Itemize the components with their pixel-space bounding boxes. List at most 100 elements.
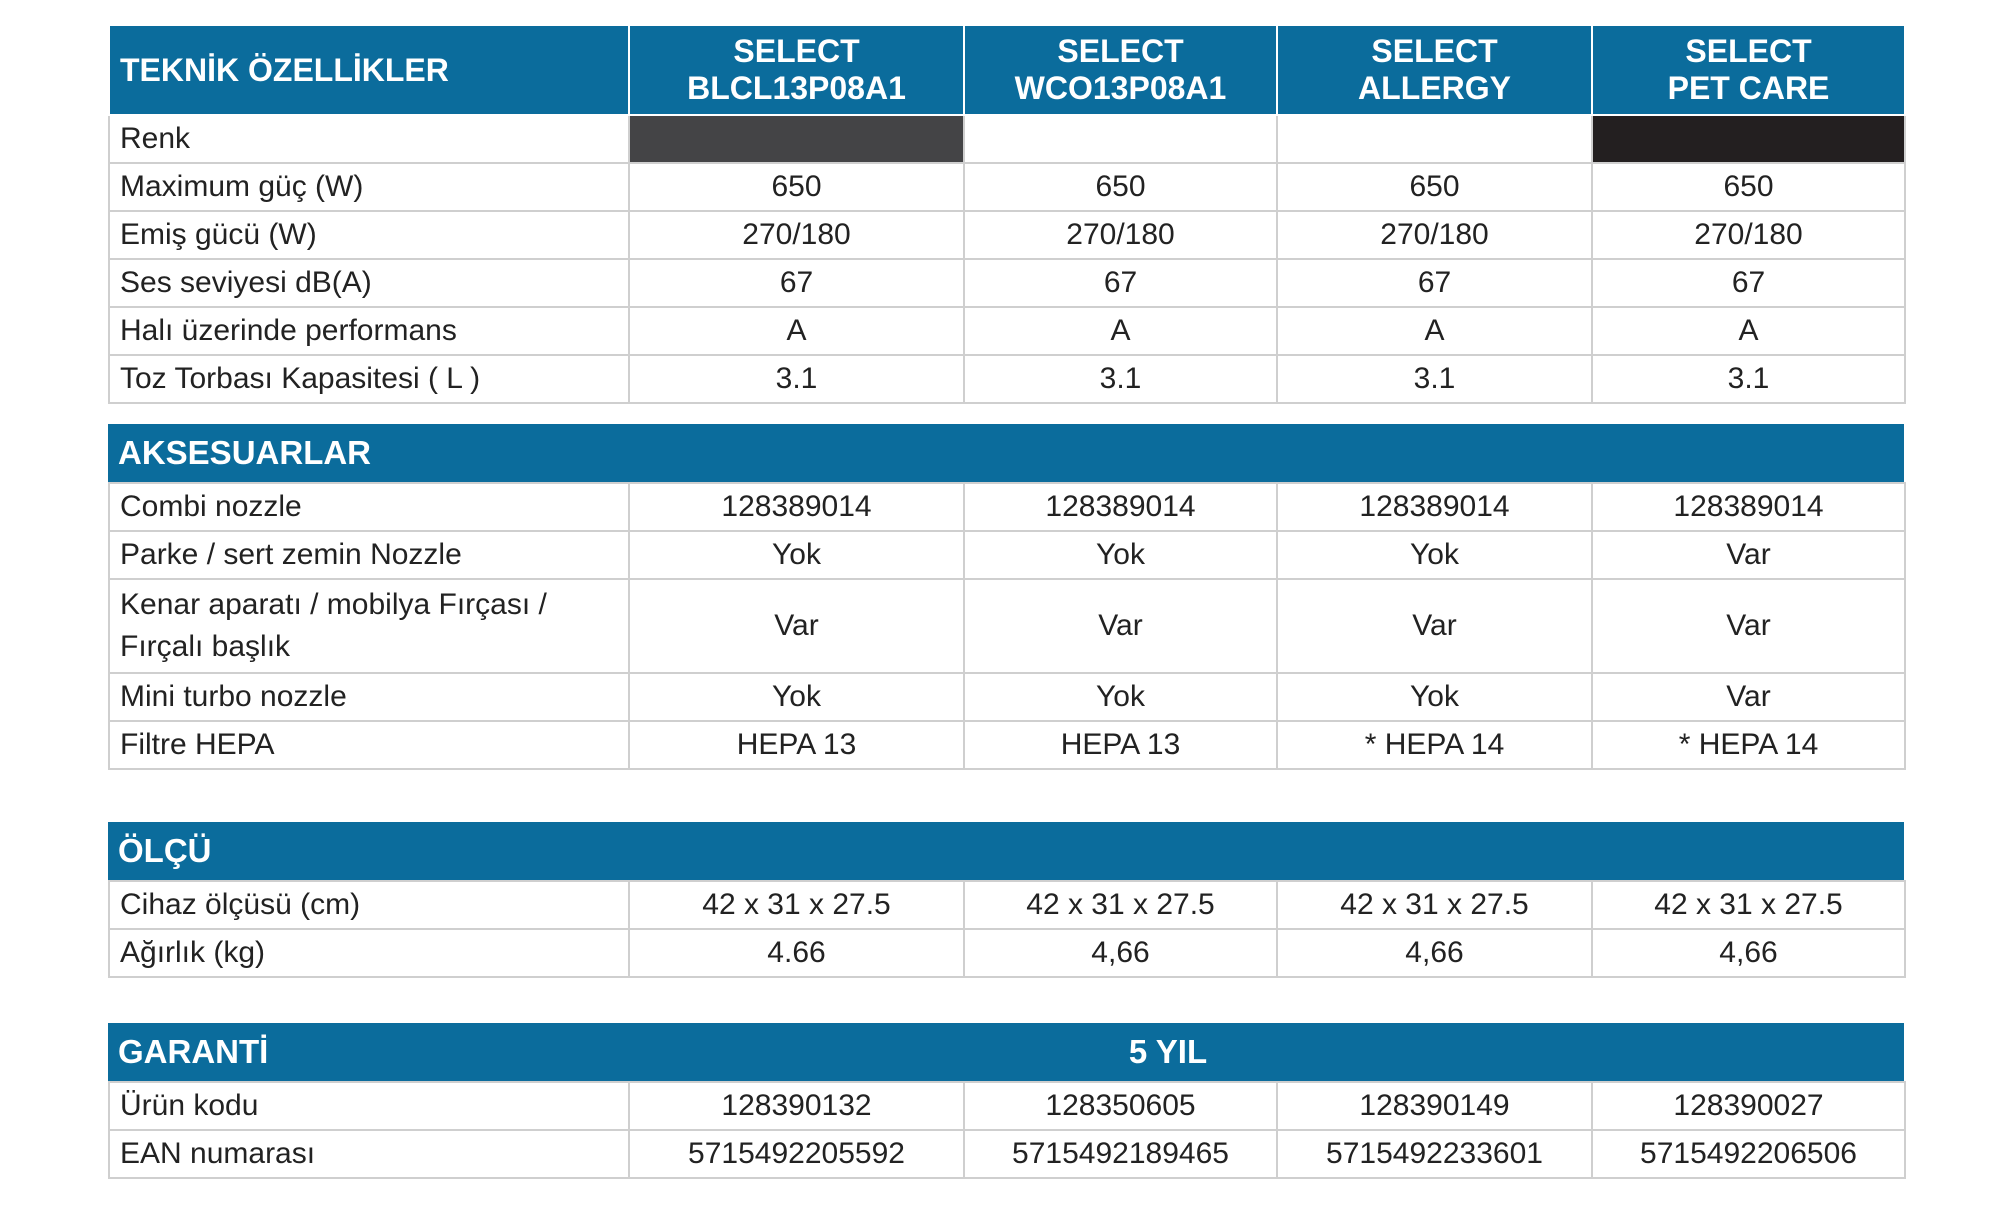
warranty-table: Ürün kodu 128390132 128350605 128390149 …: [108, 1081, 1906, 1179]
row-label: Filtre HEPA: [108, 720, 630, 770]
cell: Var: [1591, 530, 1906, 580]
cell: 128389014: [1591, 482, 1906, 532]
cell: 650: [1276, 162, 1593, 212]
row-label: Combi nozzle: [108, 482, 630, 532]
accessories-title: AKSESUARLAR: [108, 424, 1904, 482]
row-label: Halı üzerinde performans: [108, 306, 630, 356]
cell: 42 x 31 x 27.5: [1276, 880, 1593, 930]
cell: 650: [628, 162, 965, 212]
cell: 270/180: [1276, 210, 1593, 260]
row-label: Ağırlık (kg): [108, 928, 630, 978]
size-table: Cihaz ölçüsü (cm) 42 x 31 x 27.5 42 x 31…: [108, 880, 1906, 978]
accessories-table: Combi nozzle 128389014 128389014 1283890…: [108, 482, 1906, 770]
table-row: Emiş gücü (W) 270/180 270/180 270/180 27…: [108, 210, 1906, 260]
row-label: EAN numarası: [108, 1129, 630, 1179]
warranty-value: 5 YIL: [1128, 1033, 1208, 1070]
table-row: Ağırlık (kg) 4.66 4,66 4,66 4,66: [108, 928, 1906, 978]
table-row: Halı üzerinde performans A A A A: [108, 306, 1906, 356]
cell: 270/180: [963, 210, 1278, 260]
row-label: Cihaz ölçüsü (cm): [108, 880, 630, 930]
table-row: Cihaz ölçüsü (cm) 42 x 31 x 27.5 42 x 31…: [108, 880, 1906, 930]
row-label: Maximum güç (W): [108, 162, 630, 212]
cell: Var: [963, 578, 1278, 674]
cell: 4,66: [1591, 928, 1906, 978]
row-label: Ses seviyesi dB(A): [108, 258, 630, 308]
cell: 67: [628, 258, 965, 308]
table-row: Mini turbo nozzle Yok Yok Yok Var: [108, 672, 1906, 722]
size-title: ÖLÇÜ: [108, 822, 1904, 880]
warranty-section: GARANTİ 5 YIL Ürün kodu 128390132 128350…: [108, 1023, 1906, 1179]
row-label: Mini turbo nozzle: [108, 672, 630, 722]
cell: 128389014: [1276, 482, 1593, 532]
cell: Var: [628, 578, 965, 674]
product-header: SELECT BLCL13P08A1: [628, 24, 965, 116]
cell: Var: [1591, 578, 1906, 674]
cell: 128350605: [963, 1081, 1278, 1131]
table-row: Toz Torbası Kapasitesi ( L ) 3.1 3.1 3.1…: [108, 354, 1906, 404]
color-swatch-black: [1591, 114, 1906, 164]
cell: 42 x 31 x 27.5: [963, 880, 1278, 930]
table-row: Maximum güç (W) 650 650 650 650: [108, 162, 1906, 212]
cell: HEPA 13: [963, 720, 1278, 770]
specs-title: TEKNİK ÖZELLİKLER: [108, 24, 630, 116]
table-row: Kenar aparatı / mobilya Fırçası / Fırçal…: [108, 578, 1906, 674]
table-row: Combi nozzle 128389014 128389014 1283890…: [108, 482, 1906, 532]
cell: A: [963, 306, 1278, 356]
product-header: SELECT ALLERGY: [1276, 24, 1593, 116]
row-label: Renk: [108, 114, 630, 164]
cell: A: [1276, 306, 1593, 356]
cell: * HEPA 14: [1591, 720, 1906, 770]
cell: Var: [1591, 672, 1906, 722]
row-label: Toz Torbası Kapasitesi ( L ): [108, 354, 630, 404]
cell: 3.1: [1591, 354, 1906, 404]
cell: 67: [1591, 258, 1906, 308]
cell: 4,66: [1276, 928, 1593, 978]
cell: Yok: [628, 672, 965, 722]
cell: 5715492205592: [628, 1129, 965, 1179]
specs-header-row: TEKNİK ÖZELLİKLER SELECT BLCL13P08A1 SELE…: [108, 24, 1906, 116]
cell: A: [628, 306, 965, 356]
cell: Yok: [1276, 672, 1593, 722]
cell: 270/180: [1591, 210, 1906, 260]
cell: Yok: [963, 530, 1278, 580]
table-row: Ürün kodu 128390132 128350605 128390149 …: [108, 1081, 1906, 1131]
warranty-title-bar: GARANTİ 5 YIL: [108, 1023, 1904, 1081]
cell: Yok: [1276, 530, 1593, 580]
table-row: Parke / sert zemin Nozzle Yok Yok Yok Va…: [108, 530, 1906, 580]
cell: 42 x 31 x 27.5: [1591, 880, 1906, 930]
specs-section: TEKNİK ÖZELLİKLER SELECT BLCL13P08A1 SELE…: [108, 24, 1906, 404]
cell: Yok: [963, 672, 1278, 722]
product-header: SELECT PET CARE: [1591, 24, 1906, 116]
cell: 128389014: [628, 482, 965, 532]
cell: 5715492189465: [963, 1129, 1278, 1179]
color-swatch-white: [1276, 114, 1593, 164]
color-row: Renk: [108, 114, 1906, 164]
row-label: Ürün kodu: [108, 1081, 630, 1131]
cell: 650: [963, 162, 1278, 212]
cell: 5715492206506: [1591, 1129, 1906, 1179]
row-label: Emiş gücü (W): [108, 210, 630, 260]
specs-table: TEKNİK ÖZELLİKLER SELECT BLCL13P08A1 SELE…: [108, 24, 1906, 404]
size-section: ÖLÇÜ Cihaz ölçüsü (cm) 42 x 31 x 27.5 42…: [108, 822, 1906, 978]
product-header: SELECT WCO13P08A1: [963, 24, 1278, 116]
table-row: EAN numarası 5715492205592 5715492189465…: [108, 1129, 1906, 1179]
cell: 128389014: [963, 482, 1278, 532]
cell: 3.1: [963, 354, 1278, 404]
cell: 128390149: [1276, 1081, 1593, 1131]
warranty-title: GARANTİ: [118, 1033, 269, 1070]
accessories-section: AKSESUARLAR Combi nozzle 128389014 12838…: [108, 424, 1906, 770]
color-swatch-dark-grey: [628, 114, 965, 164]
color-swatch-white: [963, 114, 1278, 164]
cell: HEPA 13: [628, 720, 965, 770]
cell: 650: [1591, 162, 1906, 212]
cell: 3.1: [1276, 354, 1593, 404]
cell: Var: [1276, 578, 1593, 674]
cell: 67: [963, 258, 1278, 308]
cell: * HEPA 14: [1276, 720, 1593, 770]
cell: 42 x 31 x 27.5: [628, 880, 965, 930]
cell: 5715492233601: [1276, 1129, 1593, 1179]
row-label: Kenar aparatı / mobilya Fırçası / Fırçal…: [108, 578, 630, 674]
cell: 270/180: [628, 210, 965, 260]
cell: A: [1591, 306, 1906, 356]
cell: 4.66: [628, 928, 965, 978]
